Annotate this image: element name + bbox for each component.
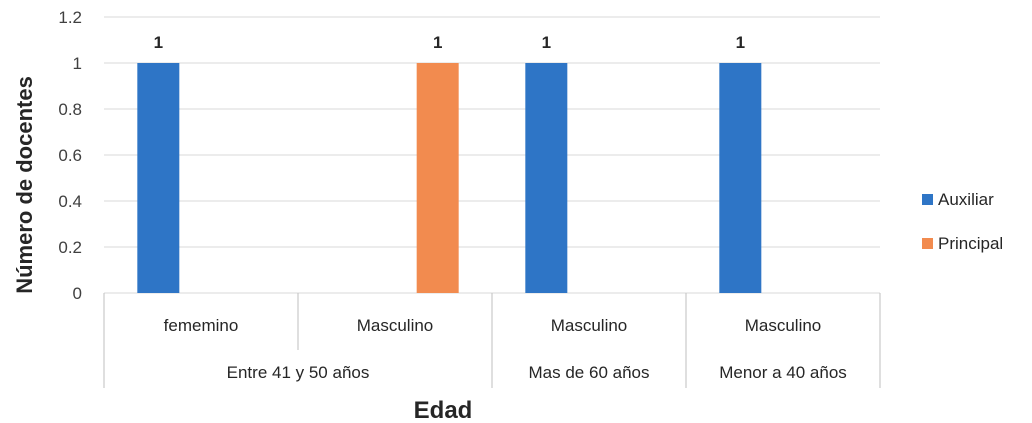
bar-auxiliar: [525, 63, 568, 293]
category-label: Masculino: [745, 316, 822, 335]
y-tick-label: 0.8: [58, 100, 82, 119]
category-label: fememino: [164, 316, 239, 335]
legend-swatch: [922, 238, 933, 249]
x-axis-categories: fememino Masculino Masculino Masculino Entre…: [164, 316, 847, 382]
data-label: 1: [542, 33, 551, 52]
group-label: Mas de 60 años: [529, 363, 650, 382]
legend-label: Principal: [938, 234, 1003, 253]
category-axis-frame: [103, 293, 881, 388]
data-label: 1: [736, 33, 745, 52]
legend-label: Auxiliar: [938, 190, 994, 209]
y-axis-ticks: 0 0.2 0.4 0.6 0.8 1 1.2: [58, 8, 82, 303]
y-tick-label: 0.4: [58, 192, 82, 211]
data-label: 1: [154, 33, 163, 52]
legend-swatch: [922, 194, 933, 205]
bars: 1 1 1 1: [137, 33, 762, 293]
category-label: Masculino: [551, 316, 628, 335]
y-tick-label: 0: [73, 284, 82, 303]
category-label: Masculino: [357, 316, 434, 335]
group-label: Menor a 40 años: [719, 363, 847, 382]
y-tick-label: 1: [73, 54, 82, 73]
gridlines: [104, 16, 880, 294]
bar-principal: [416, 63, 459, 293]
group-label: Entre 41 y 50 años: [227, 363, 370, 382]
y-tick-label: 0.2: [58, 238, 82, 257]
y-tick-label: 0.6: [58, 146, 82, 165]
x-axis-title: Edad: [414, 397, 473, 423]
y-axis-title: Número de docentes: [12, 76, 37, 294]
bar-auxiliar: [137, 63, 180, 293]
bar-auxiliar: [719, 63, 762, 293]
data-label: 1: [433, 33, 442, 52]
legend: Auxiliar Principal: [922, 190, 1003, 253]
y-tick-label: 1.2: [58, 8, 82, 27]
